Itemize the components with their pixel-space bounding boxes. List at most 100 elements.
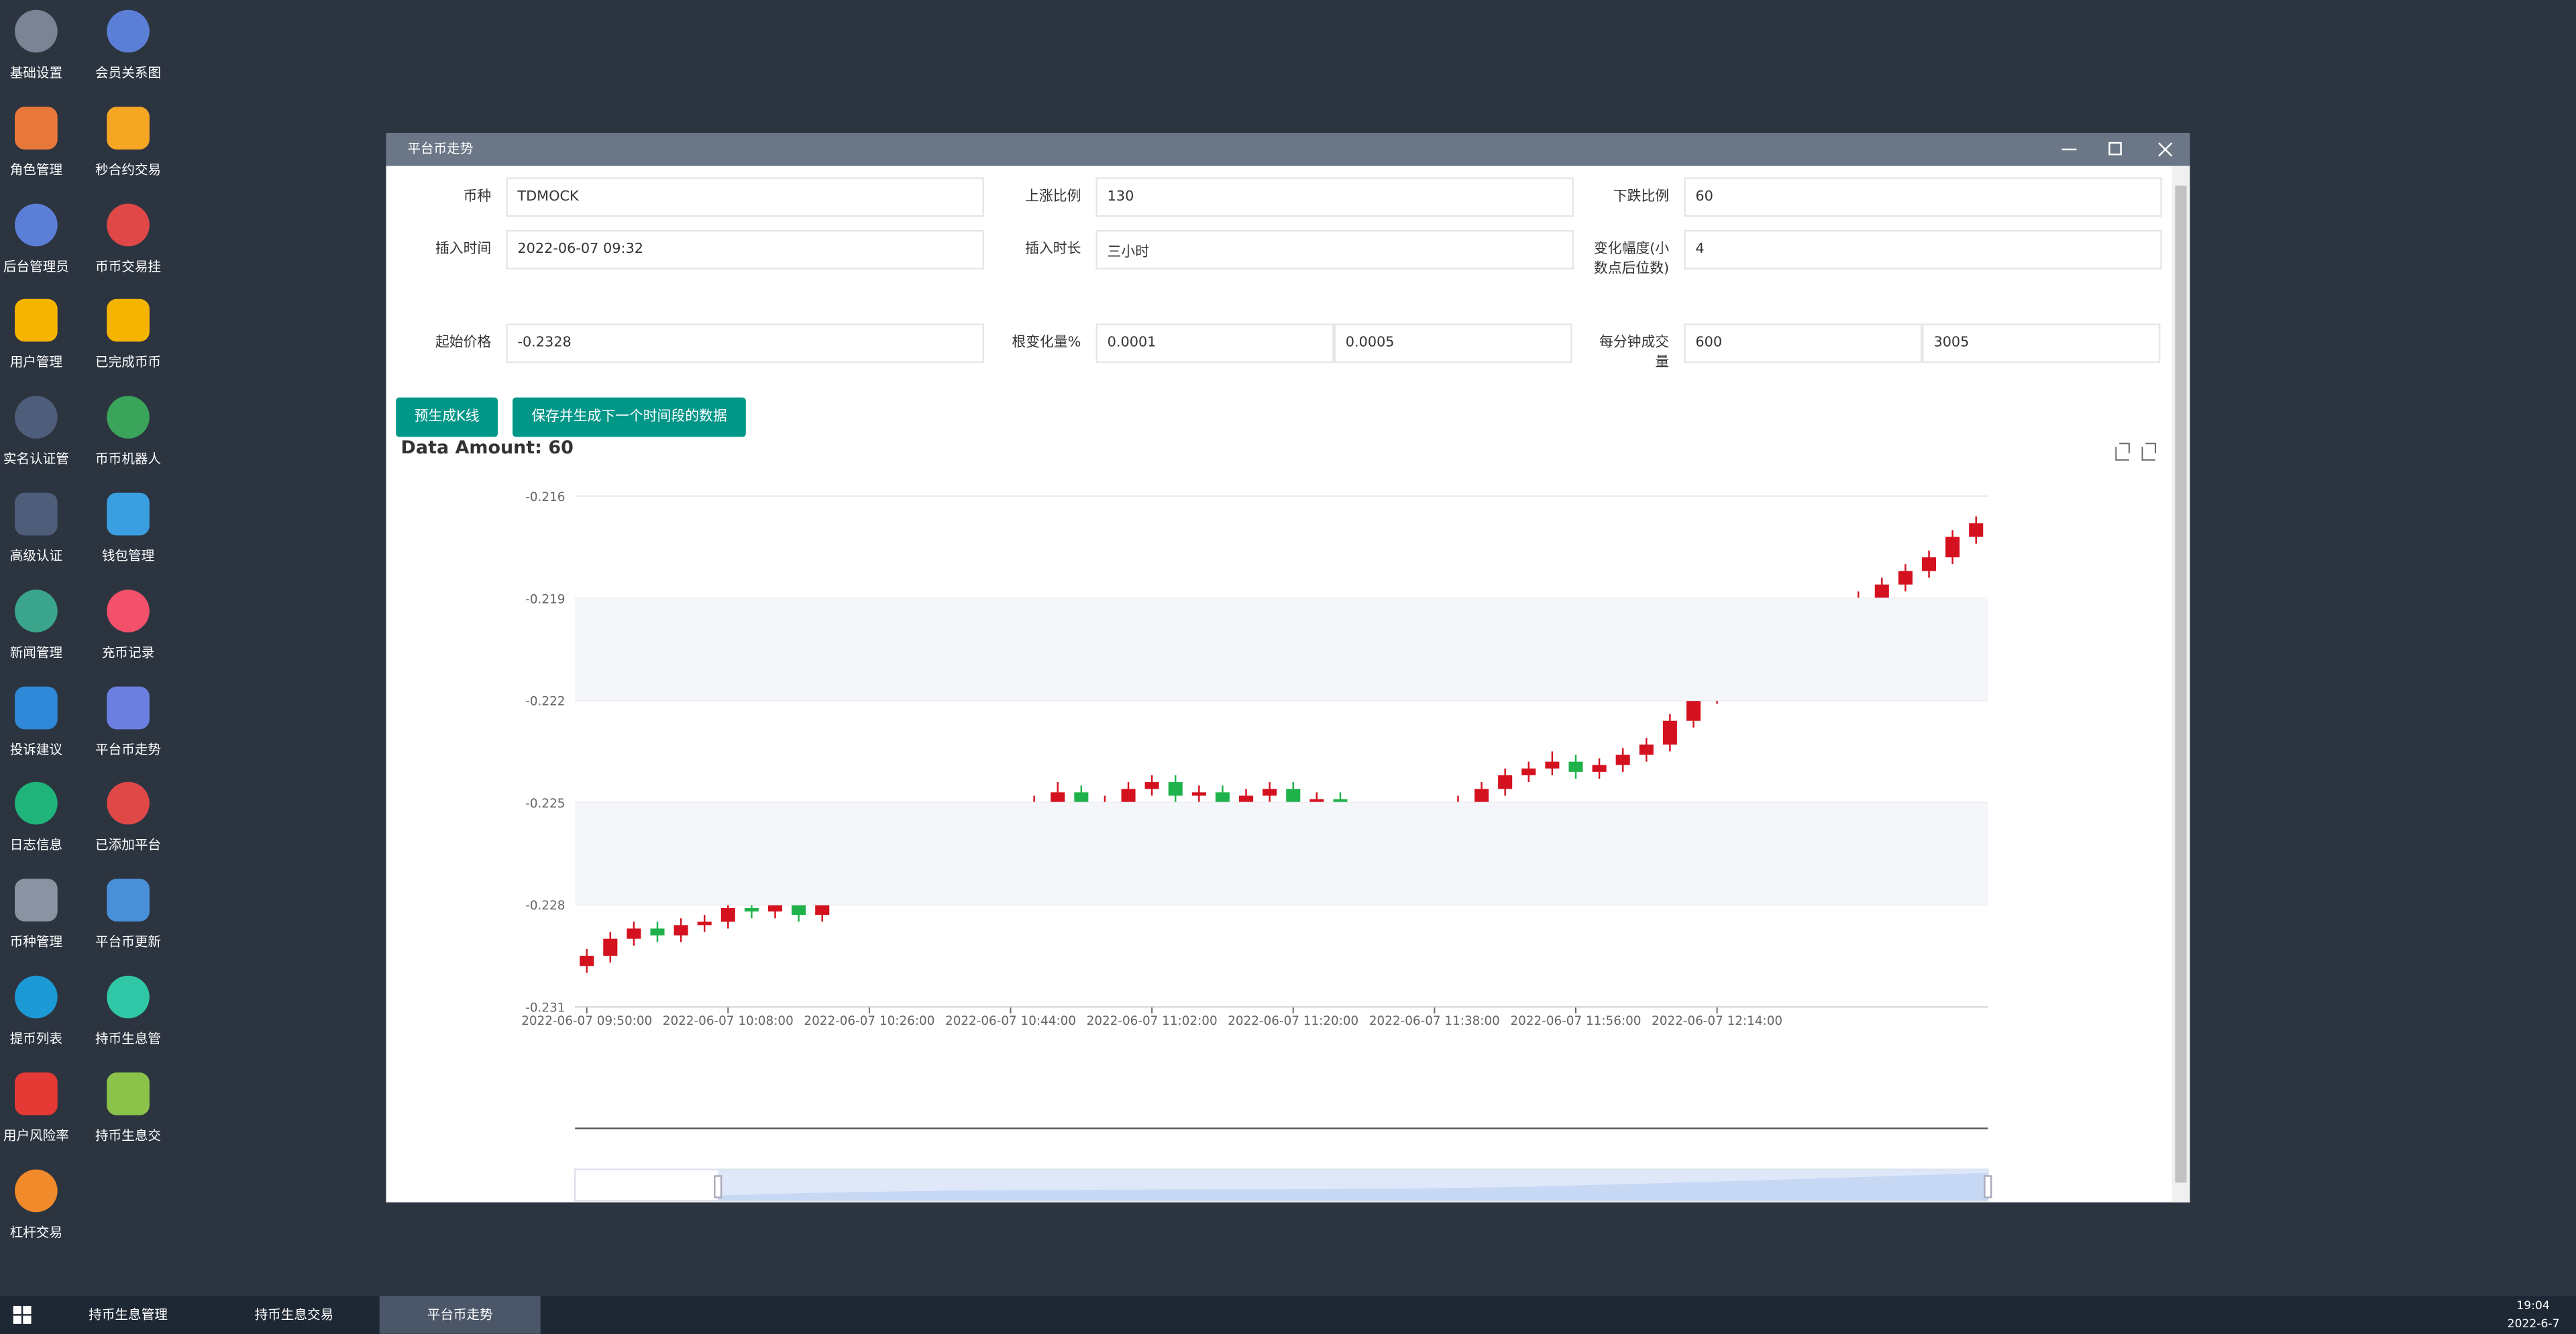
sidebar-icon[interactable] bbox=[15, 492, 58, 536]
start-button[interactable] bbox=[13, 1305, 33, 1325]
close[interactable] bbox=[2158, 142, 2173, 157]
sidebar-icon[interactable] bbox=[15, 685, 58, 729]
sidebar-icon[interactable] bbox=[15, 589, 58, 632]
sidebar-label[interactable]: 持币生息交 bbox=[95, 1127, 161, 1143]
text-input[interactable]: 0.0005 bbox=[1334, 323, 1572, 364]
sidebar-label[interactable]: 会员关系图 bbox=[95, 65, 161, 80]
sidebar-icon[interactable] bbox=[107, 396, 150, 439]
text-input[interactable]: 3005 bbox=[1922, 323, 2161, 364]
sidebar-icon[interactable] bbox=[15, 9, 58, 53]
taskbar-item[interactable]: 持币生息管理 bbox=[89, 1307, 168, 1323]
sidebar-icon[interactable] bbox=[107, 589, 150, 632]
sidebar-icon[interactable] bbox=[107, 299, 150, 343]
sidebar-label[interactable]: 用户风险率 bbox=[3, 1127, 69, 1143]
sidebar-label[interactable]: 已完成币币 bbox=[95, 355, 161, 370]
chart-title: Data Amount: 60 bbox=[400, 437, 574, 459]
sidebar-icon[interactable] bbox=[15, 1072, 58, 1115]
zoom-icon[interactable] bbox=[2115, 443, 2130, 461]
x-tick-label: 2022-06-07 10:08:00 bbox=[663, 1014, 794, 1028]
sidebar-icon[interactable] bbox=[15, 975, 58, 1019]
field-label: 起始价格 bbox=[435, 335, 492, 352]
sidebar-label[interactable]: 后台管理员 bbox=[3, 258, 69, 274]
sidebar-icon[interactable] bbox=[107, 106, 150, 150]
window-controls[interactable] bbox=[2045, 133, 2190, 166]
sidebar-label[interactable]: 日志信息 bbox=[9, 838, 63, 853]
sidebar-label[interactable]: 实名认证管 bbox=[3, 451, 69, 467]
field-label: 插入时间 bbox=[435, 241, 492, 258]
sidebar-icon[interactable] bbox=[107, 1072, 150, 1115]
sidebar-icon[interactable] bbox=[107, 975, 150, 1019]
field-label: 每分钟成交量 bbox=[1599, 335, 1670, 372]
text-input[interactable]: TDMOCK bbox=[506, 177, 984, 217]
sidebar-label[interactable]: 用户管理 bbox=[9, 355, 63, 370]
sidebar-icon[interactable] bbox=[107, 782, 150, 826]
sidebar-label[interactable]: 平台币更新 bbox=[95, 934, 161, 950]
text-input[interactable]: 0.0001 bbox=[1095, 323, 1334, 364]
sidebar-label[interactable]: 持币生息管 bbox=[95, 1031, 161, 1046]
toolbox[interactable] bbox=[2115, 443, 2157, 461]
sidebar-icon[interactable] bbox=[107, 203, 150, 246]
sidebar-icon[interactable] bbox=[15, 396, 58, 439]
sidebar-icon[interactable] bbox=[15, 203, 58, 246]
sidebar-icon[interactable] bbox=[15, 106, 58, 150]
data-zoom-handle[interactable] bbox=[1984, 1175, 1992, 1199]
scrollbar-thumb[interactable] bbox=[2175, 185, 2187, 1183]
y-tick-label: -0.231 bbox=[525, 1001, 565, 1015]
sidebar-label[interactable]: 钱包管理 bbox=[101, 548, 155, 563]
sidebar-label[interactable]: 杠杆交易 bbox=[9, 1224, 63, 1239]
sidebar-label[interactable]: 高级认证 bbox=[9, 548, 63, 563]
sidebar-icon[interactable] bbox=[107, 879, 150, 922]
sidebar-icon[interactable] bbox=[107, 685, 150, 729]
y-tick-label: -0.216 bbox=[525, 490, 565, 504]
field-label: 币种 bbox=[463, 188, 492, 206]
sidebar-icon[interactable] bbox=[15, 879, 58, 922]
sidebar-icon[interactable] bbox=[15, 1168, 58, 1212]
text-input[interactable]: 130 bbox=[1095, 177, 1574, 217]
clock-date: 2022-6-7 bbox=[2507, 1317, 2560, 1331]
text-input[interactable]: 4 bbox=[1684, 229, 2162, 270]
x-tick-label: 2022-06-07 10:26:00 bbox=[804, 1014, 934, 1028]
field-label: 插入时长 bbox=[1025, 241, 1081, 258]
sidebar-label[interactable]: 投诉建议 bbox=[9, 741, 63, 757]
x-tick-label: 2022-06-07 09:50:00 bbox=[521, 1014, 652, 1028]
sidebar-label[interactable]: 币种管理 bbox=[9, 934, 63, 950]
sidebar-label[interactable]: 提币列表 bbox=[9, 1031, 63, 1046]
sidebar-icon[interactable] bbox=[107, 492, 150, 536]
sidebar-label[interactable]: 秒合约交易 bbox=[95, 162, 161, 177]
y-tick-label: -0.225 bbox=[525, 797, 565, 811]
button[interactable]: 预生成K线 bbox=[396, 397, 498, 437]
sidebar-icon[interactable] bbox=[107, 9, 150, 53]
text-input[interactable]: -0.2328 bbox=[506, 323, 984, 364]
field-label: 根变化量% bbox=[1012, 335, 1081, 352]
text-input[interactable]: 2022-06-07 09:32 bbox=[506, 229, 984, 270]
sidebar-label[interactable]: 基础设置 bbox=[9, 65, 63, 80]
scrollbar[interactable] bbox=[2171, 166, 2190, 1203]
taskbar-item[interactable]: 平台币走势 bbox=[379, 1296, 541, 1334]
field-label: 上涨比例 bbox=[1025, 188, 1081, 206]
data-zoom-preview bbox=[718, 1172, 1988, 1201]
sidebar-icon[interactable] bbox=[15, 782, 58, 826]
sidebar-icon[interactable] bbox=[15, 299, 58, 343]
button[interactable]: 保存并生成下一个时间段的数据 bbox=[513, 397, 746, 437]
split-area bbox=[575, 598, 1988, 701]
sidebar-label[interactable]: 币币交易挂 bbox=[95, 258, 161, 274]
y-tick-label: -0.219 bbox=[525, 592, 565, 606]
sidebar-label[interactable]: 充币记录 bbox=[101, 645, 155, 660]
reset-icon[interactable] bbox=[2141, 443, 2157, 461]
text-input[interactable]: 三小时 bbox=[1095, 229, 1574, 270]
sidebar-label[interactable]: 新闻管理 bbox=[9, 645, 63, 660]
x-tick-label: 2022-06-07 12:14:00 bbox=[1652, 1014, 1782, 1028]
sidebar-label[interactable]: 角色管理 bbox=[9, 162, 63, 177]
window-title: 平台币走势 bbox=[407, 141, 474, 156]
sidebar-label[interactable]: 已添加平台 bbox=[95, 838, 161, 853]
sidebar-label[interactable]: 平台币走势 bbox=[95, 741, 161, 757]
field-label: 变化幅度(小数点后位数) bbox=[1593, 241, 1670, 278]
maximize[interactable] bbox=[2108, 142, 2122, 156]
sidebar-label[interactable]: 币币机器人 bbox=[95, 451, 161, 467]
text-input[interactable]: 600 bbox=[1684, 323, 1923, 364]
data-zoom-handle[interactable] bbox=[714, 1175, 722, 1199]
taskbar-item[interactable]: 持币生息交易 bbox=[254, 1307, 334, 1323]
text-input[interactable]: 60 bbox=[1684, 177, 2162, 217]
split-area bbox=[575, 802, 1988, 905]
